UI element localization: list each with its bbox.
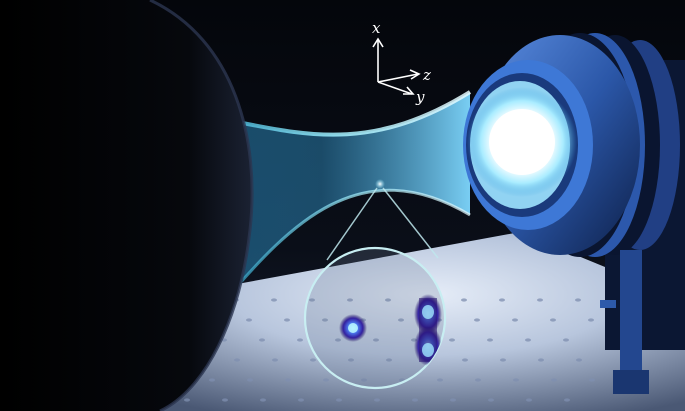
right-objective (463, 33, 685, 394)
laser-beam-bottom-edge (223, 188, 471, 301)
axis-label-x: x (372, 19, 381, 37)
laser-beam (200, 92, 470, 300)
axis-label-z: z (422, 66, 431, 84)
zoom-inset (303, 187, 447, 390)
axis-label-y: y (415, 88, 425, 106)
coordinate-axes-icon (372, 37, 421, 95)
optical-table (110, 232, 685, 411)
left-objective (0, 0, 253, 411)
table-holes (145, 298, 595, 402)
trap-focus-spot (375, 179, 385, 189)
